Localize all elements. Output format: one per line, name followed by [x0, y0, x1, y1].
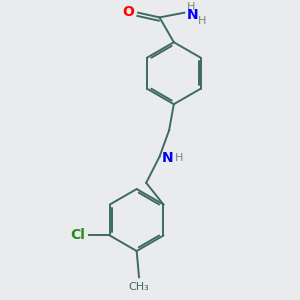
Text: N: N: [161, 151, 173, 165]
Text: N: N: [187, 8, 198, 22]
Text: Cl: Cl: [70, 229, 85, 242]
Text: H: H: [198, 16, 206, 26]
Text: H: H: [187, 2, 195, 12]
Text: H: H: [175, 153, 183, 163]
Text: CH₃: CH₃: [129, 282, 149, 292]
Text: O: O: [122, 5, 134, 19]
